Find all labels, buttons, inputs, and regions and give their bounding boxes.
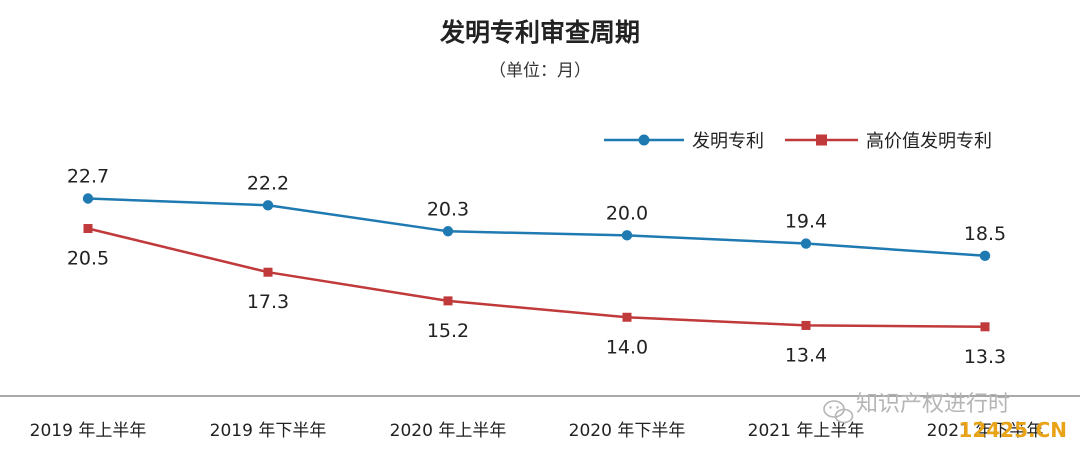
legend-item-invention: 发明专利 (604, 131, 764, 152)
chart-subtitle: （单位：月） (489, 61, 591, 81)
watermark-account-name: 知识产权进行时 (856, 392, 1010, 417)
legend-label-invention: 发明专利 (692, 131, 764, 152)
series-line-high-value (87, 227, 986, 329)
plot-area: 22.7 22.2 20.3 20.0 19.4 18.5 20.5 17.3 15.2 14.0… (67, 166, 1006, 368)
wechat-icon (823, 400, 854, 424)
data-point-invention (82, 193, 94, 204)
legend-marker-invention (638, 134, 650, 146)
x-tick-label: 2021 年上半年 (748, 421, 865, 441)
data-point-invention (621, 230, 633, 241)
legend: 发明专利 高价值发明专利 (604, 131, 992, 152)
data-label-high-value: 14.0 (606, 336, 648, 358)
x-tick-label: 2020 年下半年 (569, 421, 686, 441)
data-label-invention: 18.5 (964, 223, 1006, 245)
data-label-high-value: 20.5 (67, 248, 109, 270)
data-point-high-value (622, 312, 632, 322)
data-label-high-value: 13.4 (785, 344, 827, 366)
chart-title: 发明专利审查周期 (439, 18, 640, 47)
data-label-high-value: 13.3 (964, 346, 1006, 368)
data-label-invention: 20.0 (606, 202, 648, 224)
data-point-high-value (980, 322, 990, 332)
data-label-invention: 22.7 (67, 166, 109, 188)
x-axis-ticks: 2019 年上半年 2019 年下半年 2020 年上半年 2020 年下半年 2021… (30, 421, 1044, 441)
watermark-site: 12425.CN (958, 418, 1067, 442)
x-tick-label: 2021 年下半年 (927, 421, 1044, 441)
legend-label-high-value: 高价值发明专利 (866, 131, 992, 152)
data-point-high-value (83, 224, 93, 234)
data-label-high-value: 15.2 (427, 320, 469, 342)
legend-marker-high-value (816, 134, 827, 146)
x-tick-label: 2019 年上半年 (30, 421, 147, 441)
data-point-high-value (263, 267, 273, 277)
data-label-invention: 19.4 (785, 211, 827, 233)
data-point-high-value (443, 296, 453, 306)
data-point-invention (800, 238, 812, 249)
x-tick-label: 2019 年下半年 (210, 421, 327, 441)
data-point-invention (979, 250, 991, 262)
data-point-high-value (801, 320, 811, 330)
x-tick-label: 2020 年上半年 (390, 421, 507, 441)
data-label-invention: 22.2 (247, 172, 289, 194)
data-label-invention: 20.3 (427, 198, 469, 220)
series-line-invention (87, 197, 986, 258)
data-label-high-value: 17.3 (247, 291, 289, 313)
data-point-invention (442, 226, 454, 237)
watermark: 知识产权进行时 12425.CN (823, 392, 1067, 442)
data-point-invention (262, 200, 274, 211)
legend-item-high-value: 高价值发明专利 (785, 131, 992, 152)
